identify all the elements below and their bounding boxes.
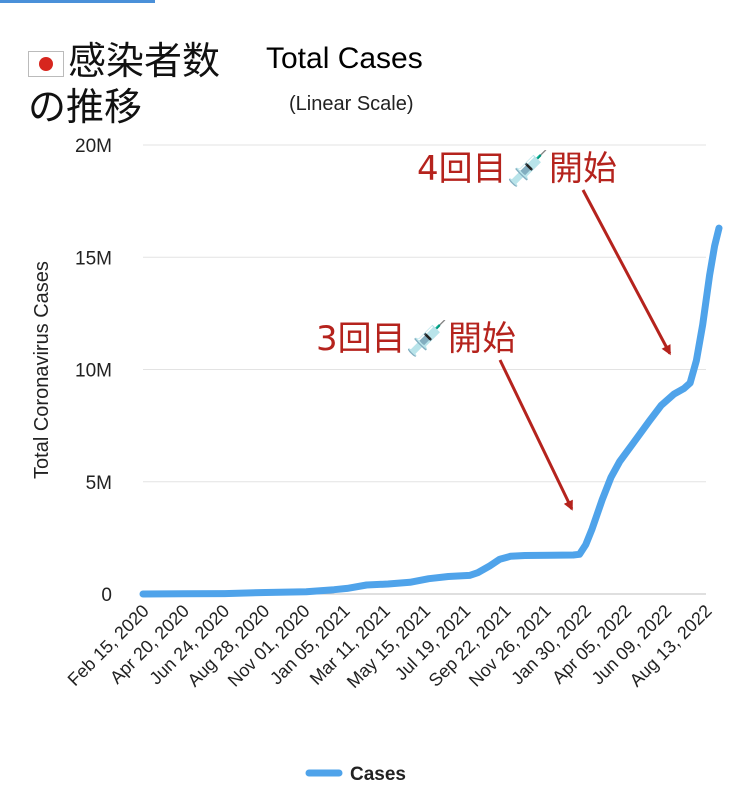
annotation-arrow xyxy=(581,189,672,356)
legend-label: Cases xyxy=(350,764,406,785)
japanese-title-line-1: 感染者数 xyxy=(68,39,221,83)
japanese-title: 感染者数 の推移 xyxy=(28,38,220,130)
top-accent-bar xyxy=(0,0,155,3)
y-tick-label: 15M xyxy=(75,248,112,269)
y-tick-label: 0 xyxy=(101,585,112,606)
y-axis-label: Total Coronavirus Cases xyxy=(31,261,53,479)
series-line-cases xyxy=(139,224,723,598)
japanese-title-line-2: の推移 xyxy=(28,85,143,129)
chart-subtitle: (Linear Scale) xyxy=(289,93,414,115)
japan-flag-icon xyxy=(28,50,64,77)
y-tick-label: 10M xyxy=(75,361,112,382)
annotation-label: 3回目💉開始 xyxy=(316,319,516,359)
legend[interactable]: Cases xyxy=(305,764,406,785)
annotation-arrow xyxy=(498,359,574,511)
annotation-label: 4回目💉開始 xyxy=(417,149,617,189)
chart-title: Total Cases xyxy=(266,42,423,75)
y-tick-label: 5M xyxy=(86,473,112,494)
y-tick-label: 20M xyxy=(75,136,112,157)
